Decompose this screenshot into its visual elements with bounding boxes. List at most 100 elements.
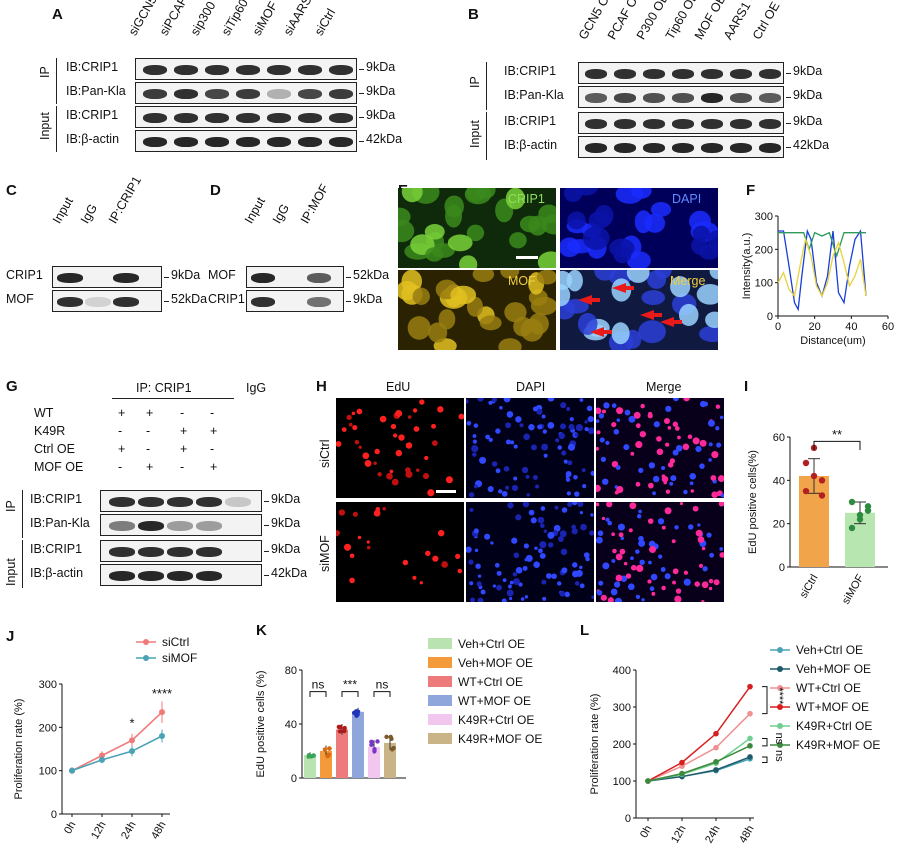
cell-dot [719, 547, 724, 551]
lane-label: siPCAF [156, 0, 191, 38]
panel-b-input-bracket [486, 112, 487, 160]
cell-dot [690, 489, 694, 493]
cell-dot [528, 423, 535, 431]
blot-row-label: MOF [6, 292, 34, 306]
cell-dot [616, 407, 624, 415]
cell-dot [601, 478, 609, 485]
cell-dot [416, 468, 420, 473]
panel-g-sign: - [118, 460, 123, 474]
micrograph-cells [336, 507, 463, 585]
blot-kda-label: 9kDa [793, 88, 823, 102]
cell-dot [338, 509, 346, 516]
blot-band [730, 143, 752, 153]
red-arrow-icon [626, 286, 634, 290]
cell-nucleus [541, 214, 556, 235]
cell-dot [692, 505, 699, 512]
cell-dot [635, 549, 640, 554]
blot-band [236, 137, 260, 147]
cell-dot [571, 528, 578, 535]
cell-dot [640, 403, 645, 409]
blot-kda-label: 52kDa [353, 268, 390, 282]
cell-dot [506, 411, 514, 418]
blot-marker-tick [264, 525, 269, 526]
cell-dot [702, 566, 708, 572]
blot-band [614, 69, 636, 79]
data-point [311, 753, 316, 758]
blot-band [205, 113, 229, 123]
blot-strip [578, 136, 784, 158]
cell-dot [627, 583, 635, 591]
cell-dot [707, 419, 715, 427]
edu-micrograph-tile [596, 398, 724, 498]
cell-dot [586, 405, 593, 412]
y-tick-label: 60 [773, 432, 785, 444]
blot-band [329, 137, 353, 147]
cell-dot [519, 423, 524, 428]
cell-dot [545, 573, 552, 579]
panel-f-intensity-chart: 0 20 40 60 0 100 200 300 Distance(um) Intensity(a… [741, 211, 894, 347]
cell-dot [441, 561, 448, 568]
cell-dot [623, 444, 630, 451]
cell-dot [412, 575, 417, 580]
cell-dot [611, 403, 617, 408]
cell-dot [419, 581, 423, 585]
bar [384, 742, 396, 778]
y-tick-label: 20 [773, 519, 785, 531]
cell-dot [617, 523, 625, 531]
data-point [336, 724, 342, 730]
cell-dot [373, 509, 381, 517]
cell-dot [615, 465, 621, 470]
cell-dot [515, 514, 522, 521]
cell-dot [713, 579, 720, 586]
x-axis-label: Distance(um) [800, 335, 865, 347]
blot-marker-tick [164, 277, 169, 278]
blot-kda-label: 9kDa [271, 492, 301, 506]
blot-strip [100, 490, 262, 512]
cell-dot [683, 398, 690, 402]
panel-a-ip-bracket [56, 58, 57, 104]
legend-label: WT+MOF OE [458, 694, 531, 708]
y-tick-label: 100 [39, 766, 57, 778]
cell-nucleus [634, 210, 653, 234]
series-line [647, 756, 751, 782]
cell-dot [501, 490, 508, 497]
cell-dot [351, 411, 356, 416]
panel-g-sign: - [180, 460, 185, 474]
cell-dot [523, 433, 530, 441]
cell-dot [427, 489, 435, 497]
cell-dot [577, 502, 584, 507]
blot-strip [578, 86, 784, 108]
cell-dot [407, 415, 412, 419]
cell-dot [548, 542, 554, 548]
blot-kda-label: 52kDa [171, 292, 208, 306]
red-arrow-icon [654, 313, 662, 317]
cell-dot [477, 574, 482, 578]
cell-dot [557, 445, 563, 450]
cell-dot [658, 518, 663, 524]
blot-band [236, 65, 260, 75]
cell-dot [620, 536, 625, 541]
significance-bracket [762, 686, 768, 715]
cell-dot [689, 473, 697, 480]
cell-dot [682, 443, 690, 451]
micrograph-channel-label: Merge [670, 274, 706, 288]
cell-dot [395, 409, 403, 417]
cell-dot [601, 516, 606, 521]
panel-g-condition-label: MOF OE [34, 460, 84, 474]
legend-swatch [428, 695, 452, 706]
panel-g-sign: + [118, 442, 126, 456]
cell-dot [629, 502, 637, 510]
cell-dot [574, 491, 580, 497]
cell-dot [539, 541, 547, 549]
cell-dot [665, 489, 671, 494]
panel-g-header: IP: CRIP1 [136, 381, 192, 395]
panel-g-condition-label: K49R [34, 424, 66, 438]
blot-band [85, 297, 111, 307]
data-point [713, 744, 719, 751]
cell-dot [711, 451, 719, 459]
cell-dot [568, 423, 575, 430]
blot-kda-label: 9kDa [793, 64, 823, 78]
data-point [306, 752, 312, 758]
cell-dot [507, 584, 512, 589]
cell-dot [710, 475, 717, 481]
